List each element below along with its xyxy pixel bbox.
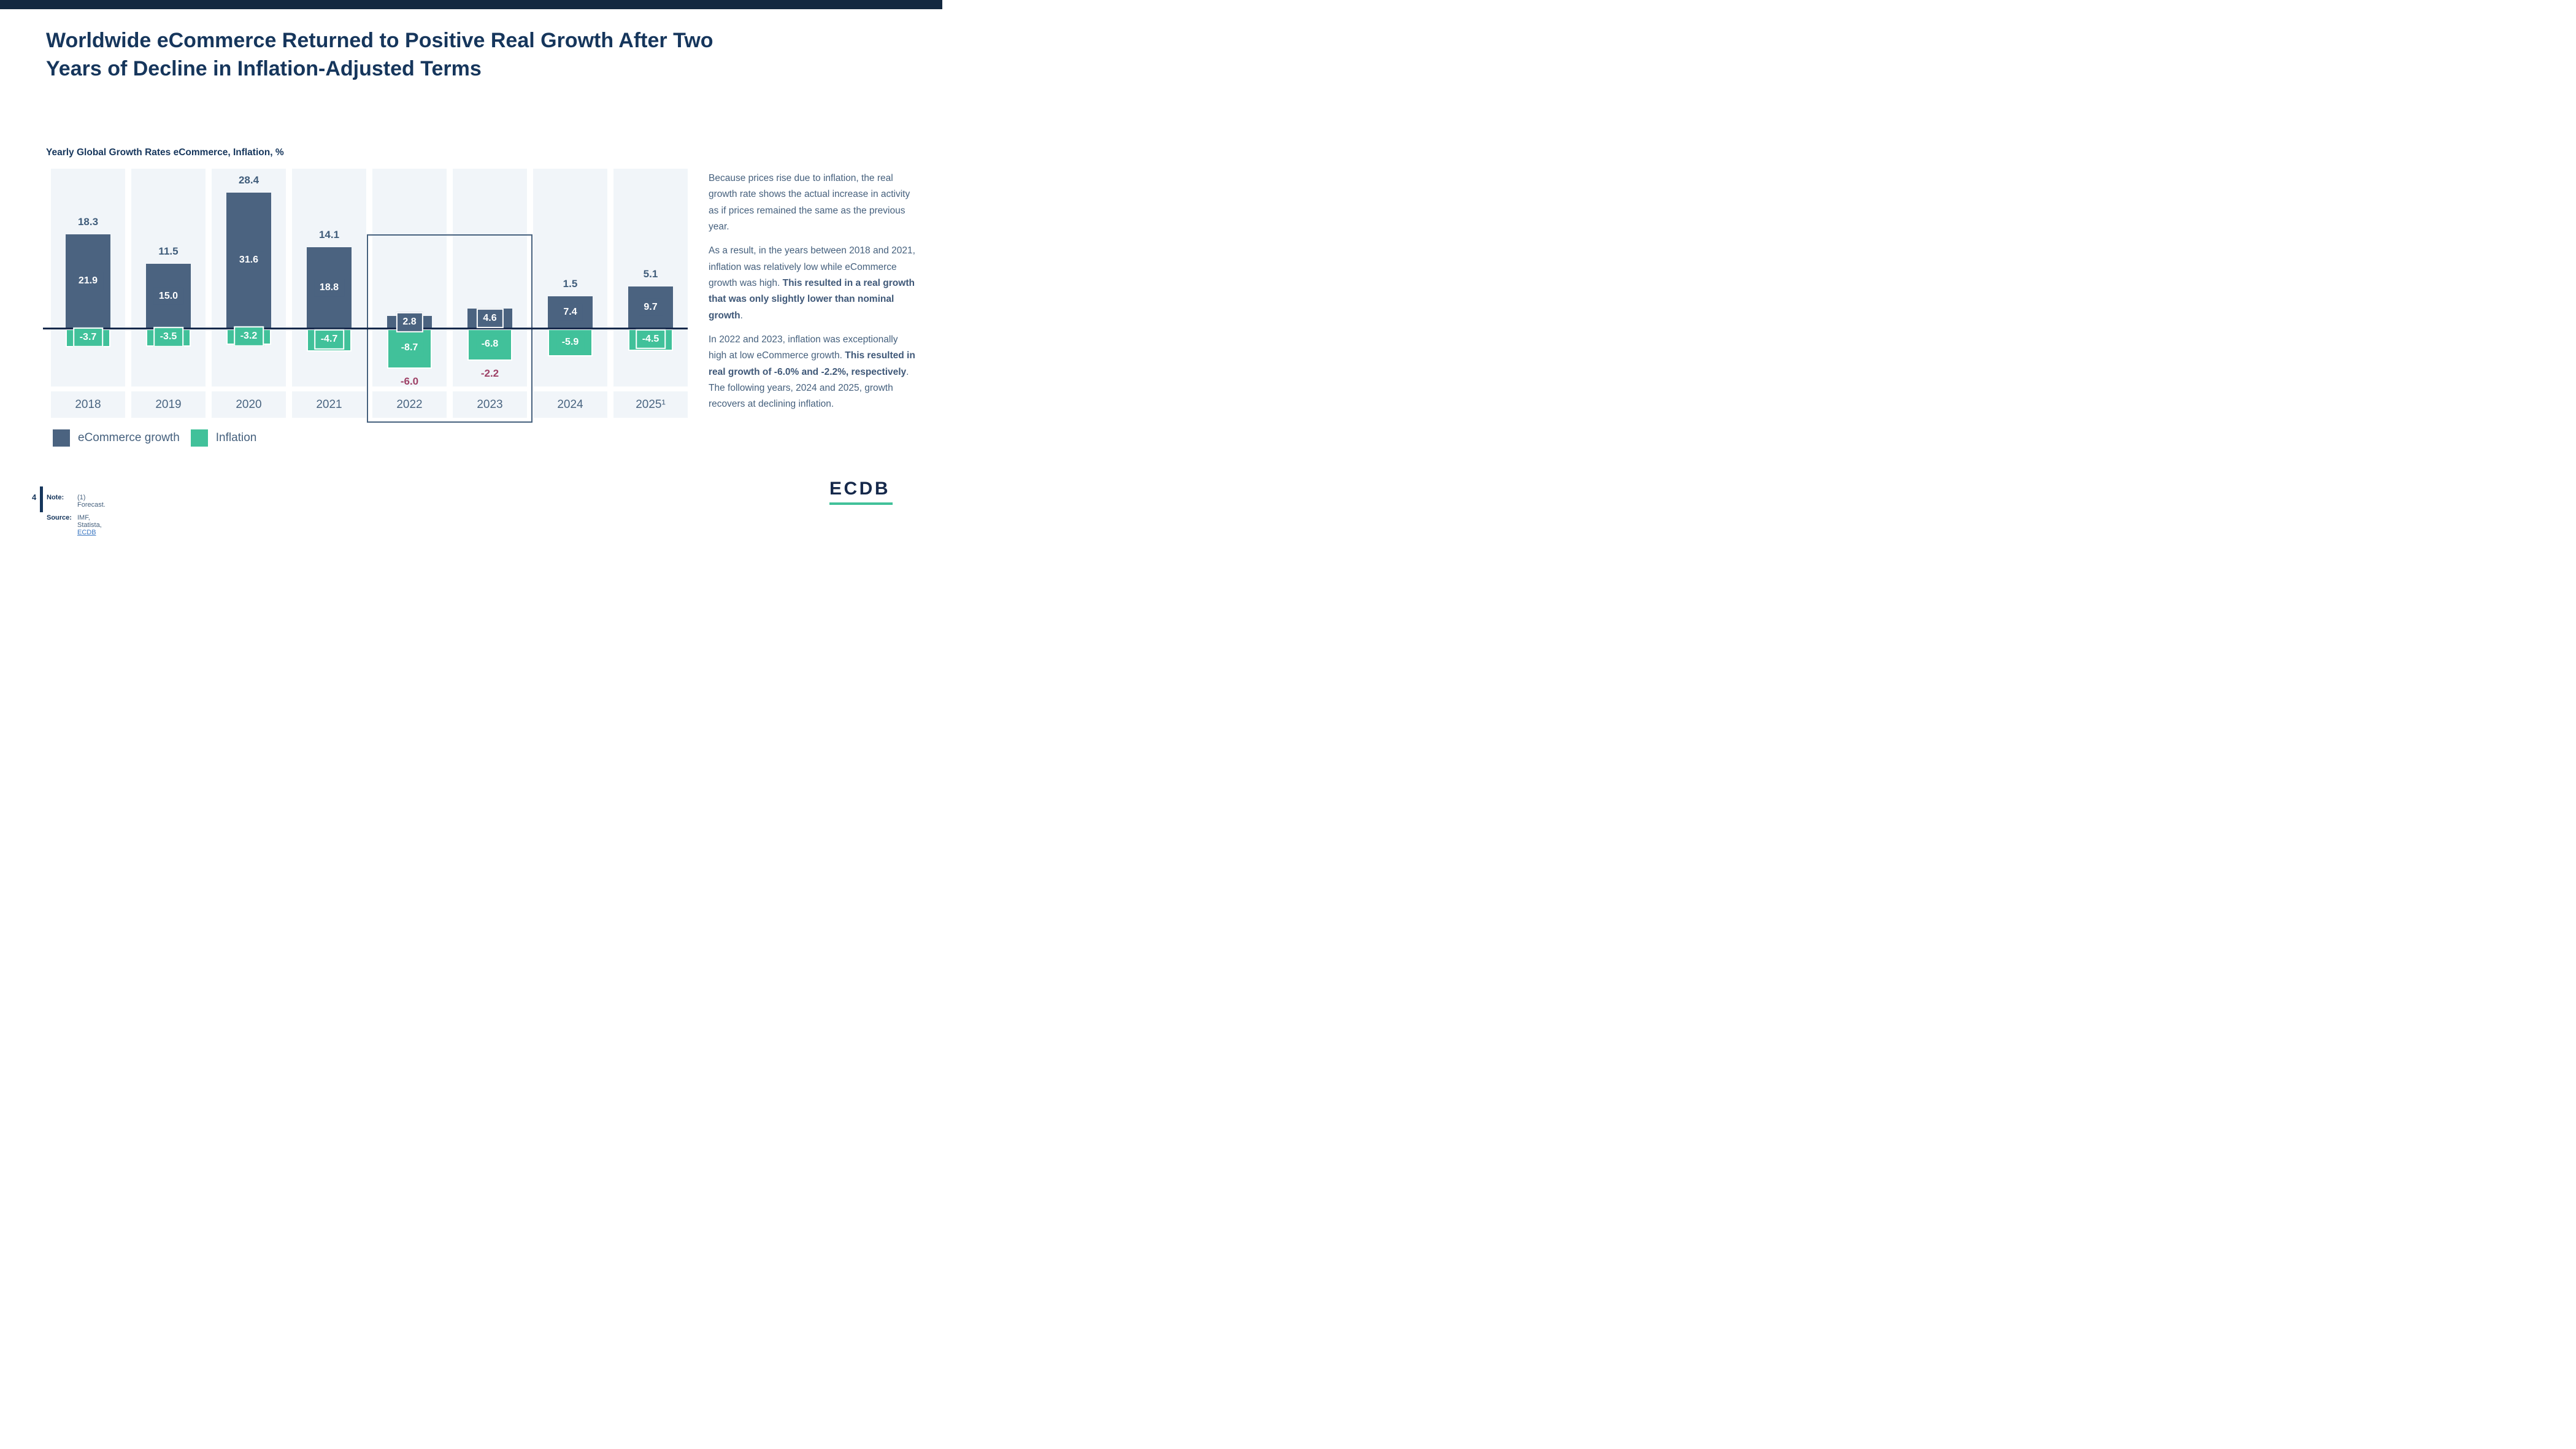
bar-inflation-label-2025¹: -4.5 [635,329,666,349]
year-label-2024: 2024 [533,391,607,418]
bar-inflation-label-2022: -8.7 [395,339,424,357]
legend-label-inflation: Inflation [215,431,257,444]
page-title-line2: Years of Decline in Inflation-Adjusted T… [46,56,482,80]
bar-ecommerce-label-2019: 15.0 [153,287,184,305]
bar-inflation-label-2024: -5.9 [556,333,585,351]
legend-item-inflation: Inflation [190,429,257,447]
ecdb-logo: ECDB [829,479,893,505]
year-label-2020: 2020 [212,391,286,418]
legend-label-ecommerce: eCommerce growth [78,431,180,444]
real-growth-label-2024: 1.5 [563,278,578,290]
commentary-paragraph-3: In 2022 and 2023, inflation was exceptio… [709,334,915,410]
bar-inflation-label-2020: -3.2 [233,326,264,347]
real-growth-label-2021: 14.1 [318,229,340,241]
source-text: IMF, Statista, ECDB [77,514,102,536]
chart-subtitle: Yearly Global Growth Rates eCommerce, In… [46,147,284,158]
slide: Worldwide eCommerce Returned to Positive… [0,0,942,536]
ecdb-logo-underline [829,502,893,505]
bar-ecommerce-label-2020: 31.6 [233,252,264,269]
note-text: (1) Forecast. [77,494,106,509]
note-label: Note: [47,494,64,501]
zero-axis-line [43,328,688,329]
page-title: Worldwide eCommerce Returned to Positive… [46,27,844,83]
page-number: 4 [32,493,37,502]
source-link-ecdb[interactable]: ECDB [77,529,96,536]
ecdb-logo-text: ECDB [829,479,891,499]
real-growth-label-2020: 28.4 [238,174,260,186]
legend-swatch-ecommerce [53,429,70,447]
real-growth-label-2022: -6.0 [400,375,419,387]
bar-inflation-label-2023: -6.8 [475,335,504,353]
top-accent-bar [0,0,942,9]
page-title-line1: Worldwide eCommerce Returned to Positive… [46,29,713,52]
bar-chart: 2018 21.9 -3.7 18.3 2019 15.0 -3.5 11.5 2020 31.6… [0,0,942,530]
bar-inflation-label-2019: -3.5 [153,327,184,347]
year-label-2025¹: 2025¹ [613,391,688,418]
real-growth-label-2023: -2.2 [480,367,499,379]
bar-ecommerce-label-2018: 21.9 [72,272,104,290]
bar-ecommerce-label-2021: 18.8 [313,279,345,297]
legend-item-ecommerce: eCommerce growth [53,429,180,447]
year-label-2021: 2021 [292,391,366,418]
commentary-panel: Because prices rise due to inflation, th… [709,171,918,421]
real-growth-label-2018: 18.3 [77,215,99,228]
bar-ecommerce-label-2023: 4.6 [476,308,504,329]
real-growth-label-2025¹: 5.1 [643,268,658,280]
bar-inflation-label-2021: -4.7 [313,329,345,350]
bar-ecommerce-label-2024: 7.4 [558,303,583,321]
legend-swatch-inflation [190,429,208,447]
footer-accent-bar [40,486,43,512]
chart-legend: eCommerce growth Inflation [53,429,256,447]
commentary-paragraph-2: As a result, in the years between 2018 a… [709,245,915,321]
real-growth-label-2019: 11.5 [158,245,179,257]
source-label: Source: [47,514,72,521]
year-label-2018: 2018 [51,391,125,418]
bar-ecommerce-label-2025¹: 9.7 [638,298,663,317]
bar-inflation-label-2018: -3.7 [72,327,104,348]
year-label-2023: 2023 [453,391,527,418]
bar-ecommerce-label-2022: 2.8 [396,312,423,332]
commentary-paragraph-1: Because prices rise due to inflation, th… [709,173,910,233]
year-label-2019: 2019 [131,391,206,418]
year-label-2022: 2022 [372,391,447,418]
